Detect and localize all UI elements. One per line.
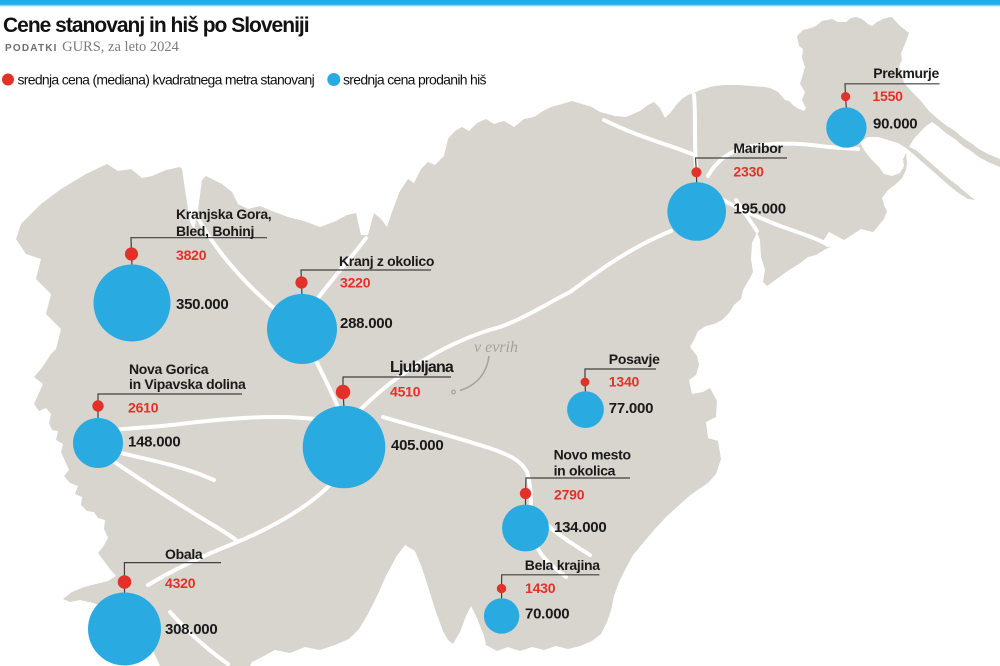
svg-text:77.000: 77.000: [609, 400, 653, 417]
svg-text:v evrih: v evrih: [474, 339, 518, 356]
svg-text:195.000: 195.000: [733, 200, 785, 217]
svg-text:2790: 2790: [554, 487, 585, 503]
svg-text:in Vipavska dolina: in Vipavska dolina: [129, 376, 246, 392]
svg-text:Maribor: Maribor: [733, 140, 783, 156]
svg-text:350.000: 350.000: [176, 296, 228, 313]
svg-text:Ljubljana: Ljubljana: [390, 359, 454, 376]
svg-text:Prekmurje: Prekmurje: [873, 65, 939, 81]
svg-text:148.000: 148.000: [128, 434, 180, 451]
svg-text:405.000: 405.000: [391, 437, 443, 454]
svg-text:90.000: 90.000: [873, 116, 917, 133]
svg-text:srednja cena (mediana) kvadrat: srednja cena (mediana) kvadratnega metra…: [18, 72, 315, 88]
svg-text:Kranj z okolico: Kranj z okolico: [339, 253, 434, 269]
svg-text:1340: 1340: [609, 374, 640, 390]
svg-text:1550: 1550: [872, 88, 903, 104]
svg-text:70.000: 70.000: [525, 606, 569, 623]
svg-text:2610: 2610: [128, 400, 159, 416]
svg-text:Obala: Obala: [165, 546, 203, 562]
svg-text:Nova Gorica: Nova Gorica: [129, 361, 209, 377]
svg-text:4510: 4510: [390, 384, 421, 400]
svg-text:288.000: 288.000: [340, 315, 392, 332]
svg-text:1430: 1430: [525, 580, 556, 596]
svg-text:3220: 3220: [340, 275, 371, 291]
svg-text:Posavje: Posavje: [609, 351, 660, 367]
svg-text:308.000: 308.000: [165, 621, 217, 638]
svg-text:Kranjska Gora,: Kranjska Gora,: [176, 206, 271, 222]
svg-text:4320: 4320: [165, 575, 196, 591]
svg-text:srednja cena prodanih hiš: srednja cena prodanih hiš: [343, 72, 487, 88]
svg-text:Novo mesto: Novo mesto: [554, 447, 631, 463]
svg-text:134.000: 134.000: [554, 519, 606, 536]
svg-text:in okolica: in okolica: [554, 463, 616, 479]
svg-text:Bled, Bohinj: Bled, Bohinj: [176, 223, 254, 239]
svg-text:Bela krajina: Bela krajina: [525, 557, 601, 573]
svg-text:2330: 2330: [733, 164, 764, 180]
svg-text:3820: 3820: [176, 247, 207, 263]
